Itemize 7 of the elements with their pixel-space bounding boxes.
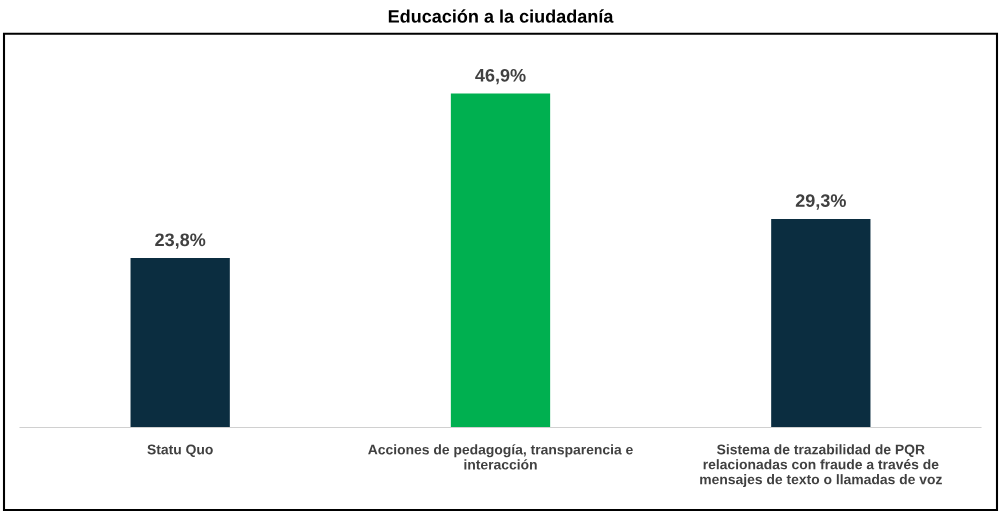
x-tick-label: Acciones de pedagogía, transparencia e interacción bbox=[368, 444, 633, 470]
data-label: 29,3% bbox=[795, 194, 846, 210]
data-label: 46,9% bbox=[475, 68, 526, 85]
data-label: 23,8% bbox=[155, 233, 206, 249]
x-tick-label: Statu Quo bbox=[147, 444, 213, 457]
chart-title: Educación a la ciudadanía bbox=[388, 9, 614, 23]
x-tick-label: Sistema de trazabilidad de PQR relacionadas con fraude a través de mensajes de texto o llamadas de voz bbox=[700, 444, 942, 488]
